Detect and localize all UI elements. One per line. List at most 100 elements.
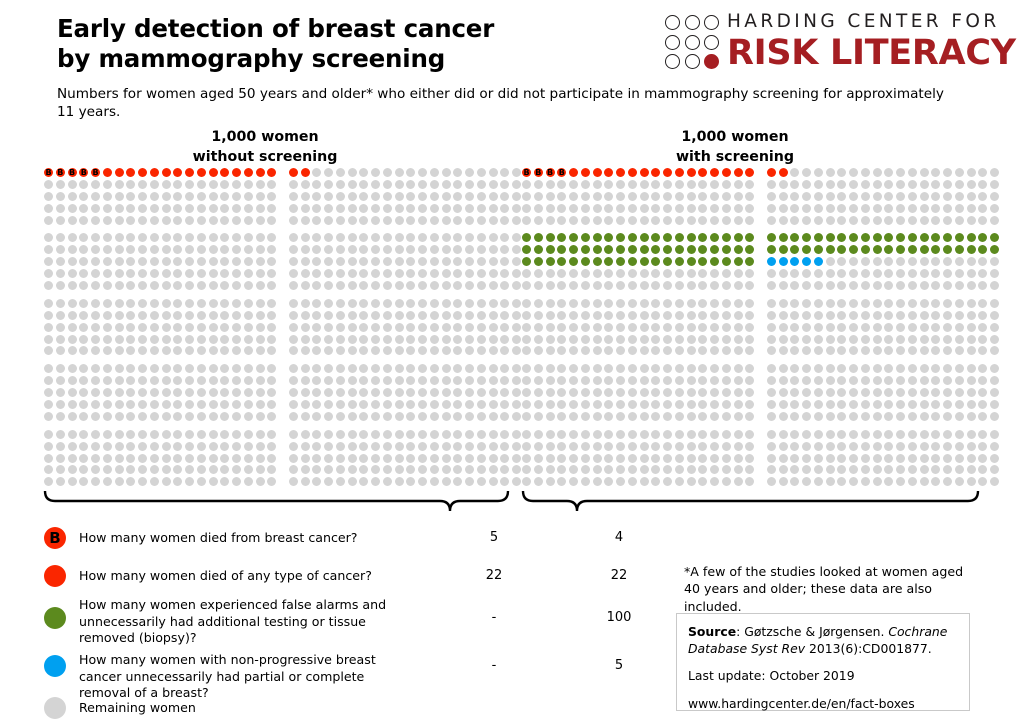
woman-dot (978, 346, 988, 356)
woman-dot (173, 215, 183, 225)
woman-dot (825, 168, 835, 177)
woman-dot (91, 310, 100, 320)
woman-dot (126, 269, 136, 279)
woman-dot (733, 388, 743, 398)
woman-dot (663, 400, 672, 410)
woman-dot (522, 257, 531, 267)
woman-dot (663, 245, 672, 255)
woman-dot (825, 388, 835, 398)
woman-dot (651, 334, 661, 344)
woman-dot (813, 179, 823, 189)
woman-dot (500, 364, 510, 374)
woman-dot (91, 441, 100, 451)
woman-dot (778, 322, 788, 332)
woman-dot (533, 233, 543, 243)
woman-dot (837, 191, 847, 201)
woman-dot (347, 215, 357, 225)
woman-dot (790, 411, 800, 421)
woman-dot (114, 477, 124, 487)
woman-dot (324, 322, 334, 332)
woman-dot (208, 233, 218, 243)
woman-dot (347, 269, 357, 279)
woman-dot (990, 429, 1000, 439)
woman-dot (627, 477, 637, 487)
woman-dot (592, 203, 602, 213)
woman-dot (931, 376, 941, 386)
woman-dot (557, 310, 567, 320)
woman-dot (102, 179, 112, 189)
woman-dot (698, 269, 708, 279)
woman-dot (406, 310, 416, 320)
woman-dot (884, 429, 894, 439)
woman-dot (79, 298, 89, 308)
woman-dot (173, 168, 183, 177)
woman-dot (208, 298, 218, 308)
woman-dot (267, 400, 277, 410)
woman-dot (919, 269, 929, 279)
woman-dot (126, 245, 136, 255)
woman-dot (849, 298, 859, 308)
woman-dot (173, 322, 183, 332)
woman-dot (569, 179, 578, 189)
woman-dot (512, 215, 522, 225)
woman-dot (91, 388, 100, 398)
woman-dot (138, 465, 147, 475)
woman-dot (778, 400, 788, 410)
woman-dot (91, 233, 100, 243)
woman-dot (580, 257, 590, 267)
woman-dot (813, 411, 823, 421)
woman-dot (196, 245, 206, 255)
woman-dot (394, 215, 404, 225)
woman-dot (919, 233, 929, 243)
panel-heading-with-screening: 1,000 women with screening (600, 128, 870, 167)
woman-dot (663, 334, 672, 344)
woman-dot (860, 346, 870, 356)
woman-dot (943, 245, 953, 255)
woman-dot (778, 233, 788, 243)
woman-dot (943, 168, 953, 177)
woman-dot (639, 411, 649, 421)
woman-dot (592, 388, 602, 398)
woman-dot (884, 453, 894, 463)
woman-dot (441, 233, 451, 243)
woman-dot (126, 477, 136, 487)
woman-dot (406, 191, 416, 201)
woman-dot (359, 215, 369, 225)
source-url[interactable]: www.hardingcenter.de/en/fact-boxes (688, 696, 915, 712)
woman-dot (931, 281, 941, 291)
woman-dot (674, 388, 684, 398)
woman-dot (907, 281, 917, 291)
without-screening-row (44, 346, 524, 358)
woman-dot (185, 334, 194, 344)
woman-dot (220, 334, 230, 344)
woman-dot (161, 191, 171, 201)
woman-dot (55, 429, 65, 439)
woman-dot (149, 245, 159, 255)
woman-dot (813, 310, 823, 320)
woman-dot (288, 453, 298, 463)
woman-dot (441, 310, 451, 320)
woman-dot (557, 179, 567, 189)
woman-dot (220, 168, 230, 177)
woman-dot (954, 334, 964, 344)
woman-dot (255, 465, 265, 475)
with-screening-row (522, 400, 1002, 412)
woman-dot (429, 179, 439, 189)
woman-dot (441, 215, 451, 225)
woman-dot (686, 215, 696, 225)
woman-dot (500, 477, 510, 487)
woman-dot (766, 346, 776, 356)
with-screening-row (522, 257, 1002, 269)
woman-dot (382, 364, 392, 374)
woman-dot (545, 215, 555, 225)
woman-dot (616, 281, 625, 291)
woman-dot (324, 233, 334, 243)
woman-dot (488, 334, 498, 344)
woman-dot (512, 346, 522, 356)
woman-dot (335, 334, 345, 344)
woman-dot (604, 215, 614, 225)
woman-dot (44, 203, 53, 213)
woman-dot (745, 203, 755, 213)
woman-dot (884, 233, 894, 243)
with-screening-row (522, 376, 1002, 388)
